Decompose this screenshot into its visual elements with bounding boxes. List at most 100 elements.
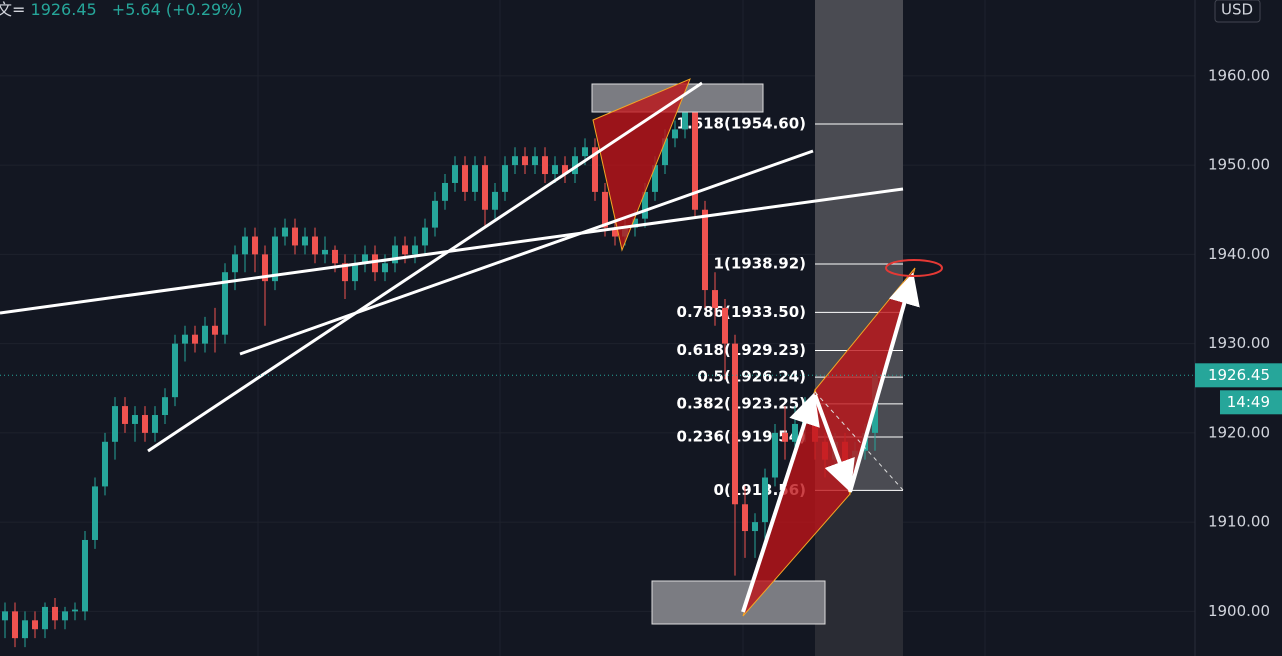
- candle-body: [352, 263, 358, 282]
- trend-line: [147, 81, 703, 453]
- drawings: [0, 78, 943, 625]
- candle-body: [92, 486, 98, 540]
- candle-body: [772, 432, 778, 478]
- candle-body: [682, 111, 688, 130]
- y-tick-label: 1900.00: [1208, 602, 1270, 620]
- candle-body: [762, 477, 768, 523]
- candle-body: [202, 325, 208, 344]
- y-tick-label: 1960.00: [1208, 66, 1270, 84]
- candle-body: [372, 254, 378, 273]
- candle-body: [482, 165, 488, 210]
- candle-body: [72, 609, 78, 612]
- candle-body: [662, 138, 668, 166]
- candle-body: [312, 236, 318, 255]
- candle-body: [492, 191, 498, 210]
- candle-body: [82, 539, 88, 612]
- fib-label: 1.618(1954.60): [677, 115, 806, 133]
- candle-body: [272, 236, 278, 282]
- y-tick-label: 1940.00: [1208, 245, 1270, 263]
- candle-body: [582, 147, 588, 157]
- price-axis: USD 1900.00 1910.00 1920.00 1930.00 1940.00 1…: [1194, 0, 1282, 656]
- candle-body: [522, 156, 528, 166]
- candle-body: [462, 165, 468, 192]
- countdown-badge: [1220, 390, 1282, 415]
- target-circle: [885, 259, 943, 277]
- candle-body: [112, 406, 118, 442]
- header: 文= 1926.45 +5.64 (+0.29%): [0, 0, 243, 19]
- arrow: [848, 272, 920, 493]
- candle-body: [692, 111, 698, 210]
- candle-body: [472, 165, 478, 192]
- candle-body: [262, 254, 268, 282]
- candle-body: [322, 249, 328, 255]
- candle-body: [362, 254, 368, 264]
- candle-body: [172, 343, 178, 398]
- candle-body: [592, 147, 598, 192]
- candle-body: [702, 209, 708, 291]
- candle-body: [642, 191, 648, 219]
- fib-label: 0.618(1929.23): [677, 341, 806, 359]
- candle-body: [32, 620, 38, 630]
- candle-body: [182, 334, 188, 344]
- candle-body: [192, 334, 198, 344]
- fib-label: 1(1938.92): [714, 255, 806, 273]
- candle-body: [382, 263, 388, 273]
- candle-body: [602, 191, 608, 228]
- candle-body: [122, 406, 128, 424]
- candle-body: [792, 423, 798, 442]
- fib-label: 0.382(1923.25): [677, 394, 806, 412]
- candle-body: [562, 165, 568, 175]
- zone-box: [651, 580, 826, 625]
- candle-body: [572, 156, 578, 175]
- candle-body: [152, 415, 158, 433]
- fib-label: 0.786(1933.50): [677, 303, 806, 321]
- candle-body: [752, 522, 758, 532]
- candle-body: [432, 200, 438, 228]
- currency-box: [1214, 0, 1261, 23]
- candle-body: [42, 606, 48, 630]
- candle-body: [512, 156, 518, 166]
- trend-line: [239, 149, 814, 356]
- y-tick-label: 1930.00: [1208, 334, 1270, 352]
- candle-body: [402, 245, 408, 255]
- symbol: 文=: [0, 0, 25, 19]
- candle-body: [782, 432, 788, 442]
- arrow: [813, 394, 855, 493]
- fib-label: 0.5(1926.24): [697, 368, 806, 386]
- candle-body: [212, 325, 218, 335]
- change: +5.64 (+0.29%): [112, 0, 243, 19]
- candle-body: [132, 415, 138, 424]
- candle-body: [62, 611, 68, 621]
- candle-body: [422, 227, 428, 246]
- candle-body: [392, 245, 398, 264]
- candle-body: [302, 236, 308, 246]
- candle-body: [412, 245, 418, 255]
- candle-body: [142, 415, 148, 433]
- last-price-badge: [1195, 363, 1282, 388]
- candle-body: [712, 290, 718, 308]
- candle-body: [452, 165, 458, 183]
- candle-body: [222, 272, 228, 335]
- candle-body: [442, 182, 448, 201]
- candle-body: [242, 236, 248, 255]
- candle-body: [292, 227, 298, 246]
- candle-body: [342, 263, 348, 282]
- last-price-label: 1926.45: [1208, 366, 1270, 384]
- price: 1926.45: [31, 0, 97, 19]
- candle-body: [672, 129, 678, 139]
- pattern-triangle: [592, 78, 691, 252]
- candle-body: [532, 156, 538, 166]
- candle-body: [742, 504, 748, 532]
- candle-body: [232, 254, 238, 273]
- candle-body: [722, 307, 728, 344]
- fib-zone-lower: [815, 491, 903, 656]
- y-tick-label: 1920.00: [1208, 423, 1270, 441]
- candle-body: [162, 397, 168, 416]
- candle-body: [652, 165, 658, 192]
- candle-body: [252, 236, 258, 255]
- countdown: 14:49: [1227, 393, 1270, 411]
- candle-body: [102, 441, 108, 487]
- candle-body: [612, 227, 618, 237]
